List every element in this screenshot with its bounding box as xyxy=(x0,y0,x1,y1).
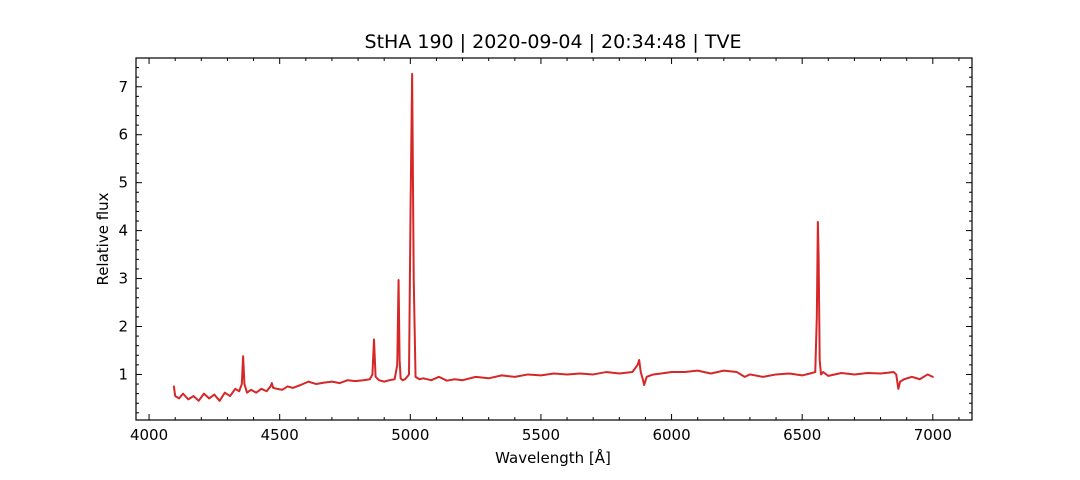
spectrum-line xyxy=(172,72,934,402)
x-tick-label: 4000 xyxy=(130,426,168,444)
x-tick-label: 7000 xyxy=(914,426,952,444)
y-tick-label: 1 xyxy=(118,365,128,383)
plot-frame xyxy=(135,57,973,421)
chart-title: StHA 190 | 2020-09-04 | 20:34:48 | TVE xyxy=(365,31,742,53)
x-tick-label: 6000 xyxy=(652,426,690,444)
y-tick-label: 2 xyxy=(118,318,128,336)
y-tick-label: 5 xyxy=(118,174,128,192)
x-tick-label: 4500 xyxy=(261,426,299,444)
y-tick-label: 4 xyxy=(118,222,128,240)
x-axis-label: Wavelength [Å] xyxy=(495,448,611,467)
y-tick-label: 7 xyxy=(118,78,128,96)
ticks-layer: 4000 4500 5000 5500 6000 6500 7000 1 2 3 4 5 6 7 xyxy=(118,57,972,444)
data-layer xyxy=(172,72,934,402)
y-axis-label: Relative flux xyxy=(94,192,112,285)
x-tick-label: 6500 xyxy=(783,426,821,444)
y-tick-label: 6 xyxy=(118,126,128,144)
x-tick-label: 5000 xyxy=(391,426,429,444)
y-tick-label: 3 xyxy=(118,270,128,288)
x-tick-label: 5500 xyxy=(522,426,560,444)
